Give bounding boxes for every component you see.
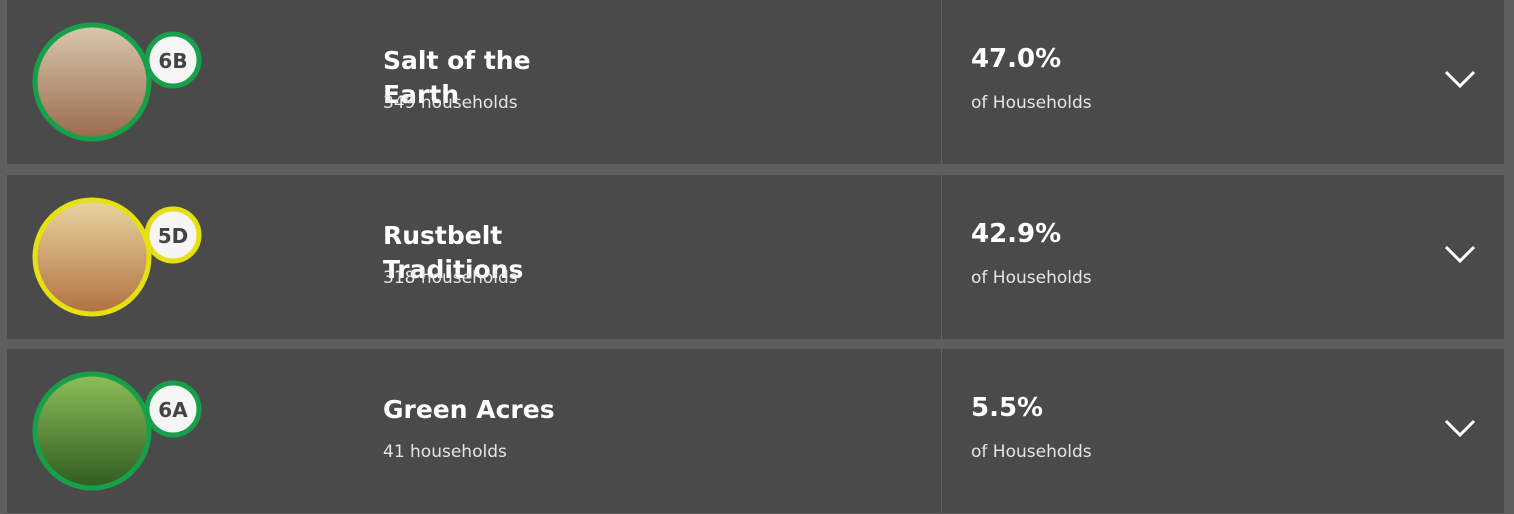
segment-code: 5D [158,224,189,248]
percent-label: of Households [971,93,1092,113]
chevron [1446,72,1474,86]
expand-chevron[interactable] [1443,68,1477,92]
segment-code: 6A [158,398,188,422]
divider [941,0,942,164]
divider [941,349,942,513]
photo [35,25,149,139]
segment-avatar: 6B [29,18,219,148]
household-count: 41 households [383,442,507,462]
chevron [1446,421,1474,435]
expand-chevron[interactable] [1443,417,1477,441]
percent: 42.9% [971,219,1061,249]
segment-avatar: 5D [29,193,219,323]
percent: 47.0% [971,44,1061,74]
percent: 5.5% [971,393,1043,423]
page: 6BSalt of the Earth349 households47.0%of… [0,0,1514,514]
chevron [1446,247,1474,261]
segment-avatar: 6A [29,367,219,497]
household-count: 349 households [383,93,518,113]
expand-chevron[interactable] [1443,243,1477,267]
household-count: 318 households [383,268,518,288]
divider [941,175,942,339]
segment-name: Green Acres [383,393,598,427]
photo [35,200,149,314]
segment-row[interactable]: 6A Green Acres 41 households 5.5% of Househo… [7,349,1504,513]
segment-code: 6B [158,49,187,73]
percent-label: of Households [971,442,1092,462]
percent-label: of Households [971,268,1092,288]
photo [35,374,149,488]
